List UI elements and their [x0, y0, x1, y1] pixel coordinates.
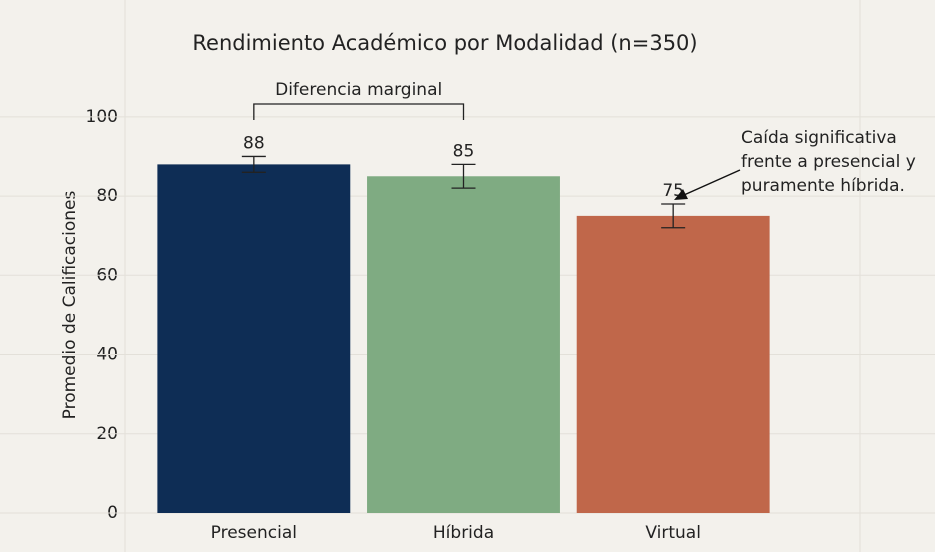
annotation: frente a presencial y — [741, 152, 916, 172]
annotation: puramente híbrida. — [741, 176, 905, 196]
bar — [576, 215, 770, 513]
annotation: Caída significativa — [741, 128, 897, 148]
value-label: 88 — [243, 133, 265, 153]
x-tick-label: Presencial — [211, 523, 297, 543]
bracket — [253, 103, 465, 120]
x-tick-label: Virtual — [645, 523, 701, 543]
annotation-arrow — [683, 169, 741, 196]
annotation: Diferencia marginal — [275, 80, 442, 100]
bar — [367, 176, 560, 513]
value-label: 85 — [453, 141, 475, 161]
x-tick-label: Híbrida — [433, 523, 494, 543]
y-axis-label: Promedio de Calificaciones — [60, 190, 80, 419]
arrow-head — [674, 189, 688, 200]
bar — [157, 164, 351, 513]
chart-title: Rendimiento Académico por Modalidad (n=3… — [192, 31, 697, 55]
